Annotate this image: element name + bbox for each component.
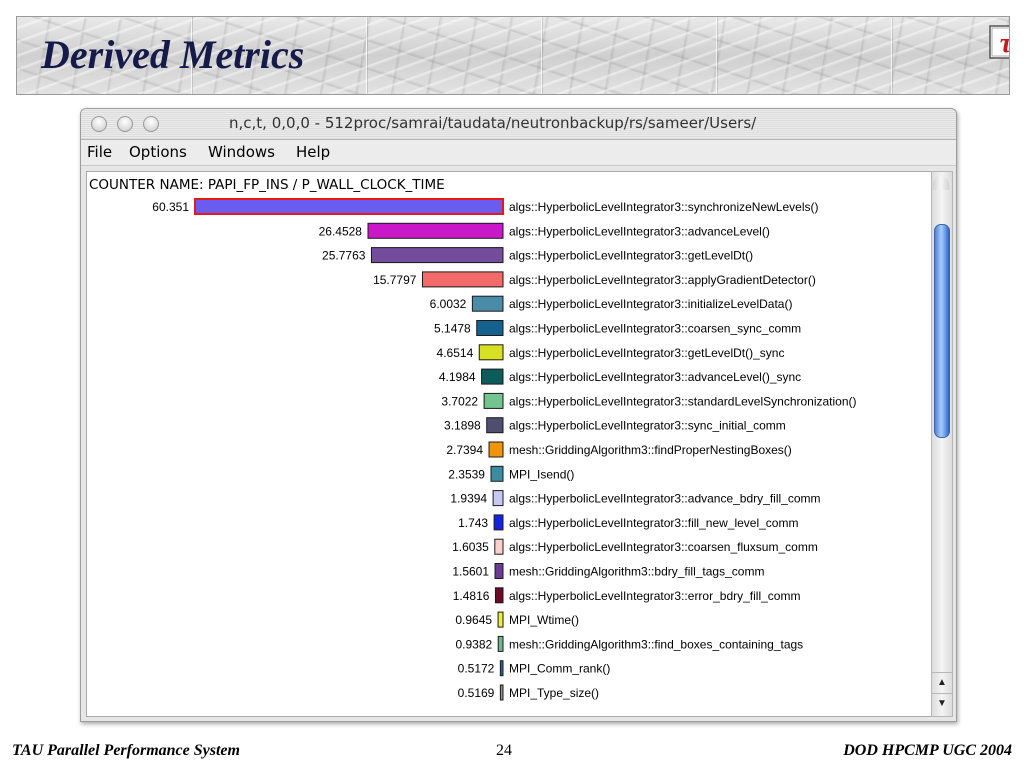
bar[interactable]	[476, 320, 504, 336]
bar-value-label: 60.351	[152, 200, 189, 214]
function-name-label[interactable]: algs::HyperbolicLevelIntegrator3::advanc…	[509, 492, 821, 506]
window-title: n,c,t, 0,0,0 - 512proc/samrai/taudata/ne…	[229, 114, 757, 132]
bar[interactable]	[493, 514, 504, 531]
function-name-label[interactable]: MPI_Isend()	[509, 467, 574, 481]
bar-value-label: 1.9394	[450, 492, 487, 506]
bar[interactable]	[486, 417, 504, 434]
bar-value-label: 0.5169	[458, 686, 495, 700]
footer-right: DOD HPCMP UGC 2004	[843, 742, 1012, 759]
function-name-label[interactable]: algs::HyperbolicLevelIntegrator3::applyG…	[509, 273, 816, 287]
bar-value-label: 1.6035	[452, 540, 489, 554]
bar[interactable]	[481, 368, 504, 385]
function-name-label[interactable]: algs::HyperbolicLevelIntegrator3::fill_n…	[509, 516, 798, 530]
function-name-label[interactable]: algs::HyperbolicLevelIntegrator3::advanc…	[509, 370, 801, 384]
tau-logo-icon: τ	[989, 25, 1010, 59]
bar-value-label: 6.0032	[430, 297, 467, 311]
bar-value-label: 3.1898	[444, 419, 481, 433]
function-name-label[interactable]: algs::HyperbolicLevelIntegrator3::coarse…	[509, 322, 801, 336]
function-name-label[interactable]: algs::HyperbolicLevelIntegrator3::coarse…	[509, 540, 818, 554]
bar-value-label: 15.7797	[373, 273, 417, 287]
bar[interactable]	[370, 247, 504, 264]
bar-value-label: 2.3539	[448, 467, 485, 481]
page-number: 24	[496, 742, 512, 759]
bar-value-label: 5.1478	[434, 322, 471, 336]
bar[interactable]	[492, 490, 504, 507]
bar-value-label: 4.6514	[437, 346, 474, 360]
bar-value-label: 4.1984	[439, 370, 476, 384]
function-name-label[interactable]: mesh::GriddingAlgorithm3::bdry_fill_tags…	[509, 565, 764, 579]
function-name-label[interactable]: MPI_Type_size()	[509, 686, 599, 700]
bar-value-label: 26.4528	[319, 224, 363, 238]
bar-value-label: 1.743	[458, 516, 488, 530]
function-name-label[interactable]: mesh::GriddingAlgorithm3::find_boxes_con…	[509, 637, 803, 651]
function-name-label[interactable]: algs::HyperbolicLevelIntegrator3::getLev…	[509, 249, 753, 263]
bar[interactable]	[483, 392, 504, 409]
bar[interactable]	[494, 563, 504, 579]
bar-value-label: 0.9645	[455, 613, 492, 627]
scrollbar-track-cap	[933, 176, 949, 190]
function-name-label[interactable]: algs::HyperbolicLevelIntegrator3::getLev…	[509, 346, 784, 360]
bar[interactable]	[488, 441, 504, 458]
close-window-button[interactable]	[91, 116, 107, 132]
zoom-window-button[interactable]	[143, 116, 159, 132]
banner-divider	[716, 17, 717, 94]
bar-value-label: 1.4816	[453, 589, 490, 603]
banner-divider	[366, 17, 367, 94]
scroll-down-arrow-icon[interactable]: ▼	[932, 693, 952, 714]
slide-title: Derived Metrics	[41, 32, 305, 77]
banner-divider	[891, 17, 892, 94]
tau-logo-glyph: τ	[1000, 28, 1010, 59]
bar-chart-panel: COUNTER NAME: PAPI_FP_INS / P_WALL_CLOCK…	[86, 171, 932, 717]
bar[interactable]	[494, 587, 504, 604]
title-banner: Derived Metrics τ	[16, 16, 1010, 95]
function-name-label[interactable]: algs::HyperbolicLevelIntegrator3::standa…	[509, 394, 857, 408]
function-name-label[interactable]: algs::HyperbolicLevelIntegrator3::synchr…	[509, 200, 818, 214]
menu-bar: File Options Windows Help	[81, 140, 956, 166]
bar-value-label: 0.5172	[458, 662, 495, 676]
bar-value-label: 2.7394	[446, 443, 483, 457]
bar[interactable]	[499, 684, 504, 701]
menu-file[interactable]: File	[87, 143, 113, 161]
counter-name-label: COUNTER NAME: PAPI_FP_INS / P_WALL_CLOCK…	[89, 177, 445, 193]
menu-windows[interactable]: Windows	[208, 143, 275, 161]
bar[interactable]	[367, 222, 504, 239]
footer-left: TAU Parallel Performance System	[12, 742, 240, 759]
bar[interactable]	[497, 611, 504, 628]
function-name-label[interactable]: mesh::GriddingAlgorithm3::findProperNest…	[509, 443, 792, 457]
vertical-scrollbar[interactable]: ▲ ▼	[931, 171, 953, 717]
function-name-label[interactable]: MPI_Comm_rank()	[509, 662, 610, 676]
function-name-label[interactable]: algs::HyperbolicLevelIntegrator3::sync_i…	[509, 419, 786, 433]
bar-value-label: 0.9382	[456, 637, 493, 651]
bar[interactable]	[494, 538, 504, 555]
function-name-label[interactable]: MPI_Wtime()	[509, 613, 579, 627]
bar[interactable]	[499, 660, 504, 677]
scroll-up-arrow-icon[interactable]: ▲	[932, 672, 952, 693]
banner-divider	[191, 17, 192, 94]
bar[interactable]	[194, 198, 504, 215]
bar-value-label: 25.7763	[322, 249, 366, 263]
banner-divider	[541, 17, 542, 94]
bar[interactable]	[490, 465, 504, 482]
bar[interactable]	[497, 635, 504, 652]
function-name-label[interactable]: algs::HyperbolicLevelIntegrator3::error_…	[509, 589, 800, 603]
bar[interactable]	[471, 295, 504, 312]
function-name-label[interactable]: algs::HyperbolicLevelIntegrator3::advanc…	[509, 224, 770, 238]
app-window: n,c,t, 0,0,0 - 512proc/samrai/taudata/ne…	[80, 108, 957, 722]
bar[interactable]	[478, 344, 504, 361]
bar-value-label: 1.5601	[452, 565, 489, 579]
bar[interactable]	[421, 271, 504, 288]
menu-options[interactable]: Options	[129, 143, 187, 161]
scrollbar-thumb[interactable]	[934, 224, 950, 438]
window-titlebar[interactable]: n,c,t, 0,0,0 - 512proc/samrai/taudata/ne…	[81, 109, 956, 140]
minimize-window-button[interactable]	[117, 116, 133, 132]
menu-help[interactable]: Help	[296, 143, 331, 161]
bar-value-label: 3.7022	[441, 394, 478, 408]
function-name-label[interactable]: algs::HyperbolicLevelIntegrator3::initia…	[509, 297, 792, 311]
